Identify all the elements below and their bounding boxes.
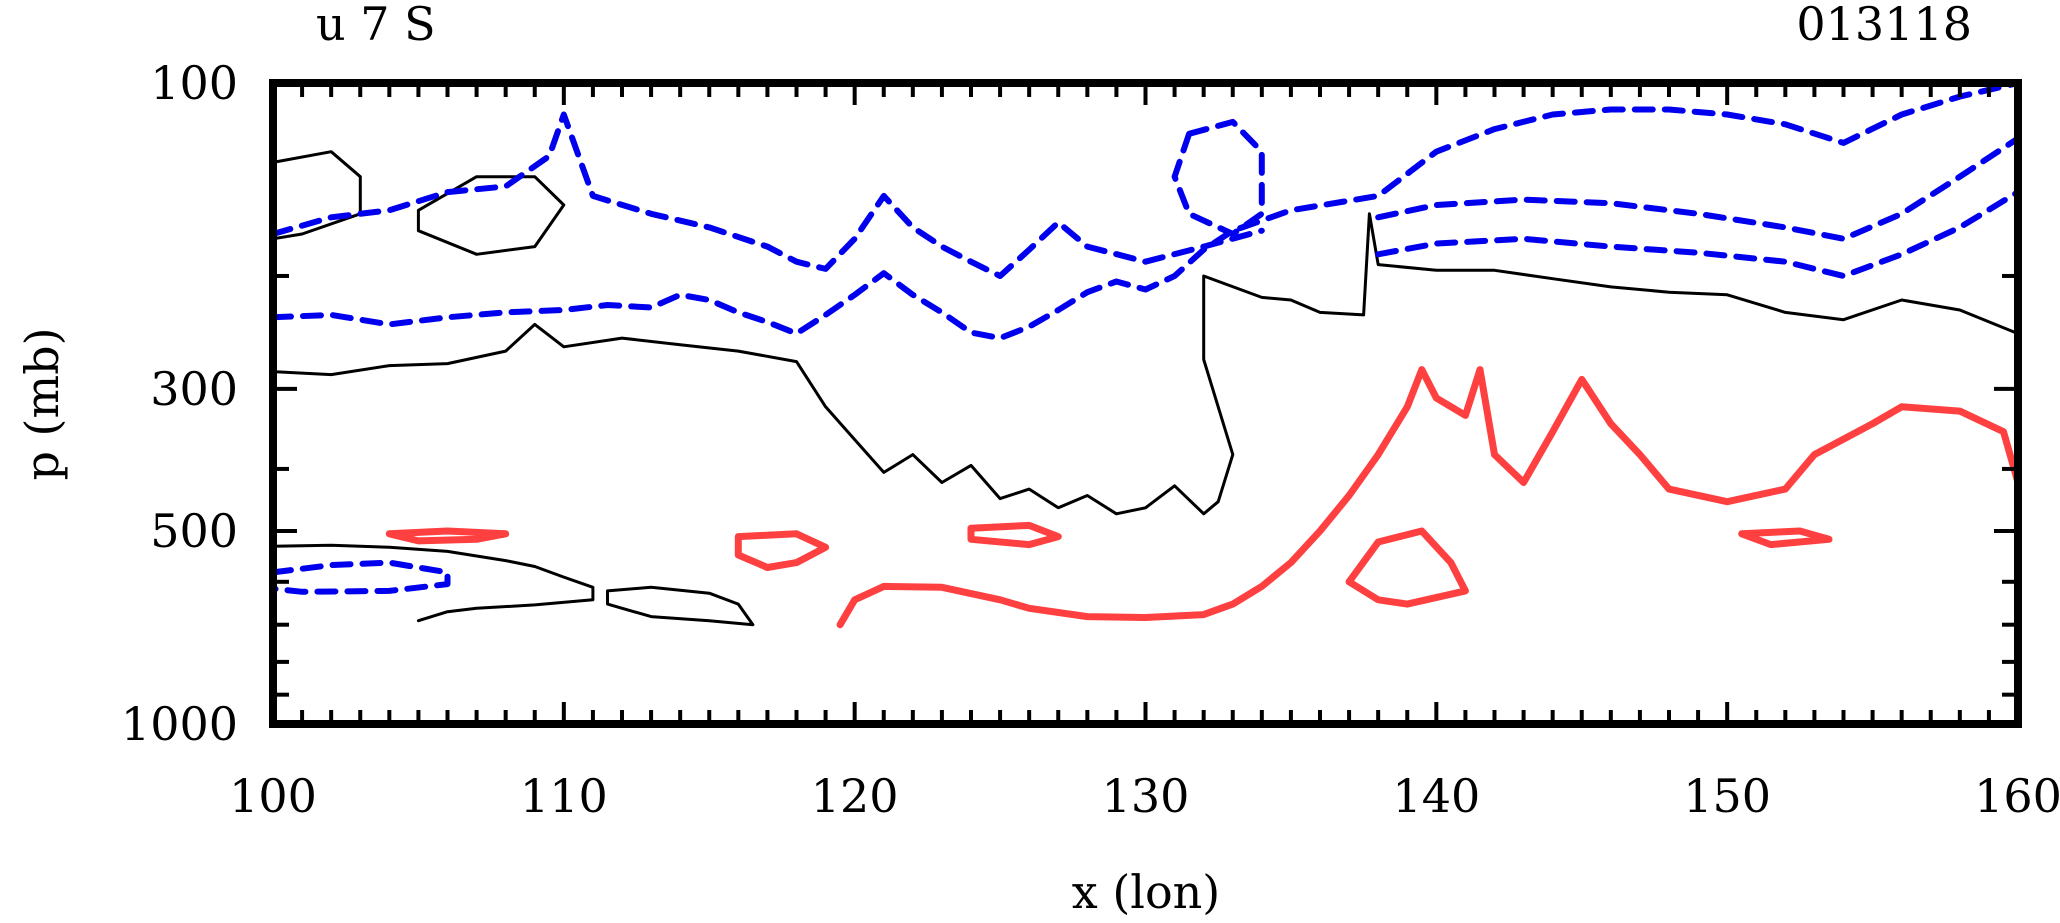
chart-title-right: 013118 [1796, 0, 1972, 51]
x-tick-label: 160 [1974, 769, 2060, 823]
x-tick-labels: 100 110 120 130 140 150 160 [229, 769, 2060, 823]
positive-contour-blob-3 [967, 521, 1062, 549]
x-tick-label: 150 [1683, 769, 1771, 823]
plot-frame [269, 79, 2022, 728]
positive-contour-main [836, 366, 2022, 629]
positive-contour-blob-1 [385, 527, 510, 545]
axis-ticks [271, 81, 2020, 726]
zero-contour-blob-s [606, 585, 755, 627]
y-tick-labels: 100 300 500 1000 [121, 56, 238, 751]
x-tick-label: 130 [1102, 769, 1190, 823]
negative-contour-east-1 [1375, 189, 2021, 279]
negative-contour-blob-w [270, 559, 451, 595]
zero-contour-blob-n2 [416, 175, 566, 256]
negative-contour-upper [270, 111, 1265, 279]
x-tick-label: 100 [229, 769, 317, 823]
x-tick-label: 140 [1392, 769, 1480, 823]
y-tick-label: 1000 [121, 697, 238, 751]
y-tick-label: 500 [150, 504, 238, 558]
y-axis-label: p (mb) [15, 327, 69, 480]
negative-contour-lower [270, 80, 2021, 342]
zero-contour-main [271, 212, 2020, 516]
x-axis-label: x (lon) [1072, 865, 1221, 919]
negative-contour-blob-c [1171, 118, 1265, 237]
zero-contour-lower [271, 543, 595, 623]
x-tick-label: 120 [811, 769, 899, 823]
x-tick-label: 110 [520, 769, 608, 823]
zero-contour-blob-nw [271, 150, 362, 241]
positive-contour-blob-4 [1738, 527, 1833, 549]
contour-lines [270, 80, 2022, 629]
negative-contour-east-2 [1375, 135, 2021, 242]
positive-contour-mid [1345, 527, 1469, 608]
chart-title-left: u 7 S [316, 0, 436, 51]
y-tick-label: 100 [150, 56, 238, 110]
y-tick-label: 300 [150, 362, 238, 416]
positive-contour-blob-2 [734, 530, 830, 571]
